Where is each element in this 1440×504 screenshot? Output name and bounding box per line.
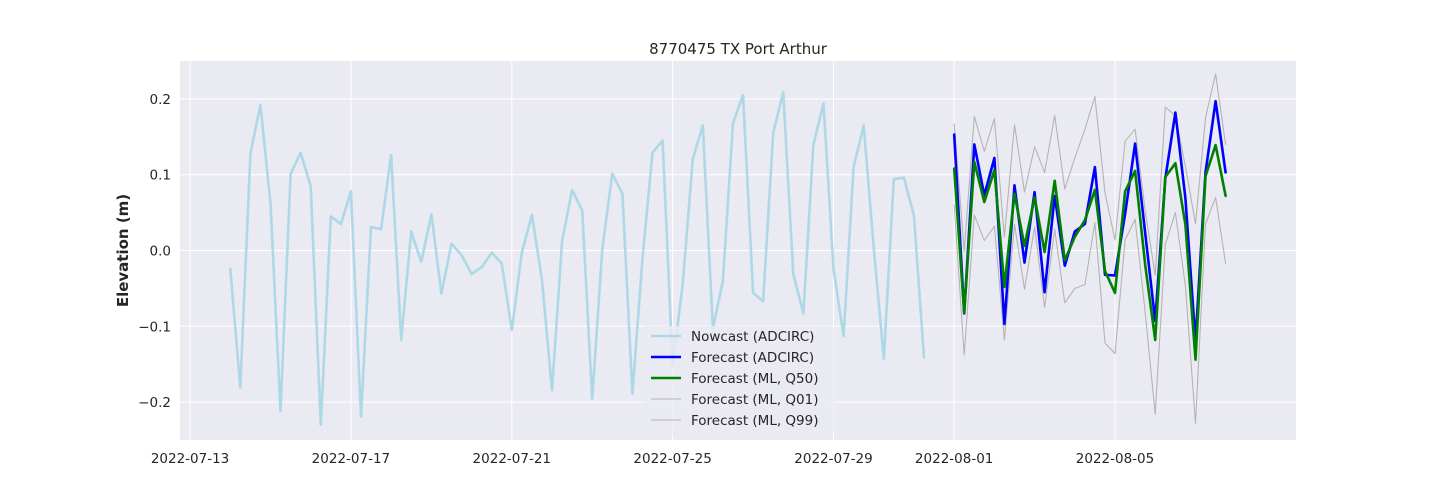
legend-label: Forecast (ADCIRC)	[691, 350, 814, 366]
series-line-4	[953, 73, 1227, 277]
y-tick-label: −0.2	[138, 395, 171, 411]
x-tick-label: 2022-07-29	[794, 451, 872, 467]
y-tick-label: 0.1	[150, 168, 171, 184]
series-lines	[229, 73, 1227, 427]
legend-box	[642, 326, 834, 434]
x-tick-label: 2022-08-01	[915, 451, 993, 467]
x-tick-label: 2022-08-05	[1076, 451, 1154, 467]
legend-label: Forecast (ML, Q50)	[691, 371, 819, 387]
legend-label: Nowcast (ADCIRC)	[691, 329, 814, 345]
y-axis-label: Elevation (m)	[114, 194, 132, 307]
y-tick-label: 0.2	[150, 92, 171, 108]
x-axis-ticks: 2022-07-13 2022-07-17 2022-07-21 2022-07-25…	[151, 451, 1154, 467]
x-tick-label: 2022-07-21	[473, 451, 551, 467]
legend: Nowcast (ADCIRC) Forecast (ADCIRC) Forecas…	[642, 326, 834, 434]
legend-label: Forecast (ML, Q01)	[691, 392, 819, 408]
y-tick-label: 0.0	[150, 244, 171, 260]
chart-title: 8770475 TX Port Arthur	[649, 40, 828, 58]
x-tick-label: 2022-07-13	[151, 451, 229, 467]
y-tick-label: −0.1	[138, 319, 171, 335]
series-line-3	[953, 196, 1227, 424]
y-axis-ticks: −0.2 −0.1 0.0 0.1 0.2	[138, 92, 171, 411]
legend-label: Forecast (ML, Q99)	[691, 413, 819, 429]
x-tick-label: 2022-07-17	[312, 451, 390, 467]
series-line-2	[952, 143, 1227, 362]
x-tick-label: 2022-07-25	[633, 451, 711, 467]
series-line-0	[229, 90, 926, 427]
